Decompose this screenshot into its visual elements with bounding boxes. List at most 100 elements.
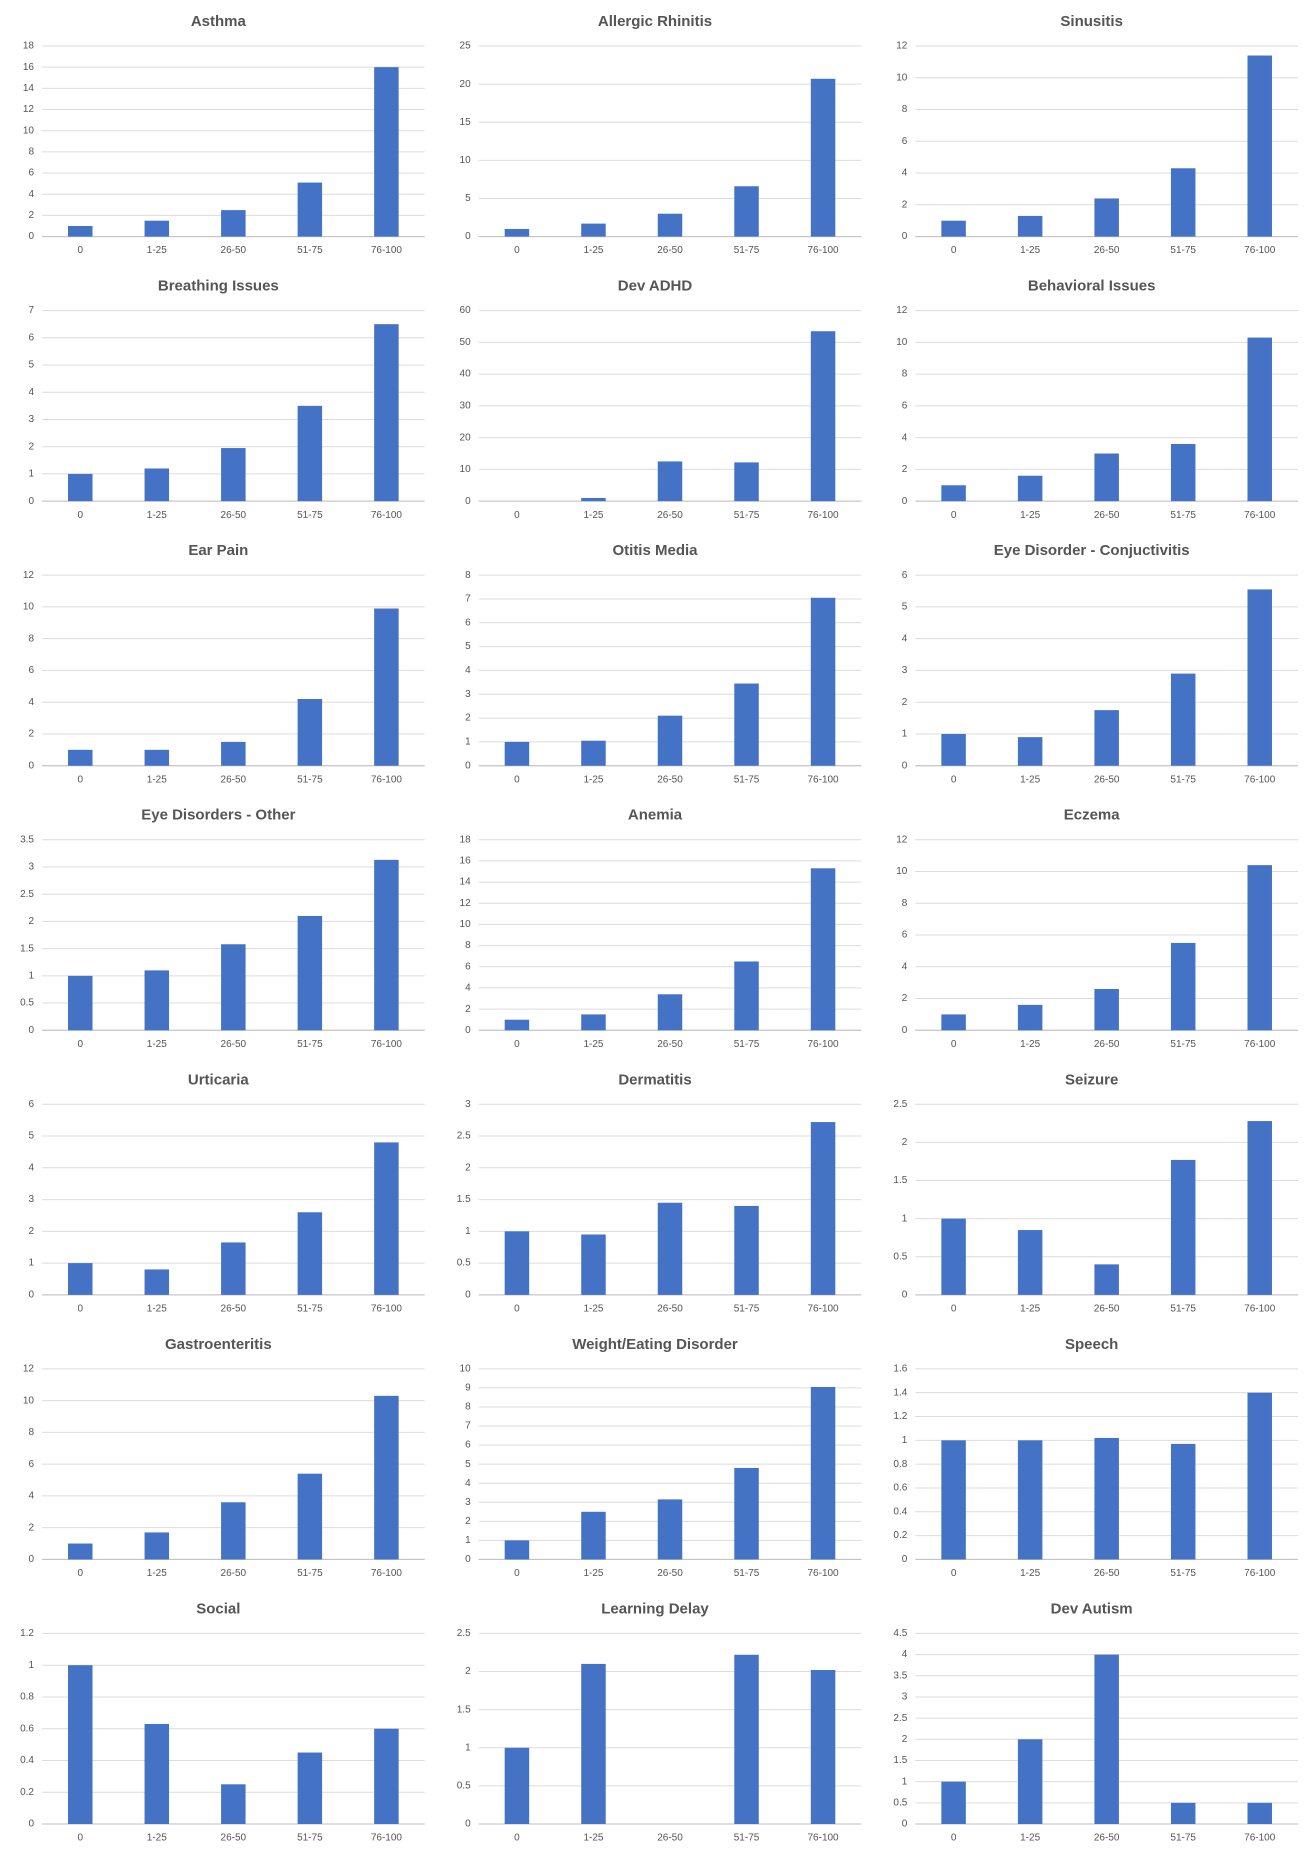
chart: Asthma 0 2 4 6 8 10 12 14 16 18 0 1-25 26-50 51-75 76-1… xyxy=(23,13,425,256)
x-tick-label: 76-100 xyxy=(807,1039,839,1050)
y-tick-label: 1.5 xyxy=(893,1755,907,1766)
x-tick-label: 0 xyxy=(77,245,83,256)
bar xyxy=(1094,710,1119,766)
bar xyxy=(1247,1802,1272,1824)
y-tick-label: 6 xyxy=(902,136,908,147)
y-tick-label: 0 xyxy=(28,231,34,242)
y-tick-label: 0 xyxy=(902,1819,908,1830)
y-tick-label: 1 xyxy=(28,469,34,480)
x-tick-label: 0 xyxy=(77,1039,83,1050)
bar xyxy=(810,1670,836,1824)
x-tick-label: 0 xyxy=(77,1303,83,1314)
y-tick-label: 0.2 xyxy=(20,1787,34,1798)
x-tick-label: 76-100 xyxy=(807,245,839,256)
bar xyxy=(1094,1654,1119,1824)
y-tick-label: 4 xyxy=(902,961,908,972)
bar xyxy=(374,1395,399,1560)
x-tick-label: 26-50 xyxy=(657,774,683,785)
bar xyxy=(1017,1440,1043,1560)
y-tick-label: 0 xyxy=(28,760,34,771)
y-tick-label: 0.8 xyxy=(893,1459,907,1470)
x-tick-label: 0 xyxy=(951,510,957,521)
x-tick-label: 26-50 xyxy=(221,1568,247,1579)
y-tick-label: 1 xyxy=(465,1535,471,1546)
bar xyxy=(297,699,323,766)
x-tick-label: 0 xyxy=(77,1833,83,1844)
chart-title: Asthma xyxy=(191,13,247,30)
y-tick-label: 0.4 xyxy=(20,1755,34,1766)
x-tick-label: 1-25 xyxy=(1020,1833,1040,1844)
y-tick-label: 3 xyxy=(465,1099,471,1110)
chart-title: Social xyxy=(196,1600,240,1617)
x-tick-label: 0 xyxy=(77,1568,83,1579)
chart: Allergic Rhinitis 0 5 10 15 20 25 0 1-25 26-50 51-… xyxy=(460,13,862,256)
x-tick-label: 26-50 xyxy=(657,1568,683,1579)
y-tick-label: 1.4 xyxy=(893,1387,907,1398)
y-tick-label: 0.6 xyxy=(893,1483,907,1494)
y-tick-label: 4 xyxy=(902,168,908,179)
x-tick-label: 76-100 xyxy=(807,1303,839,1314)
y-tick-label: 2 xyxy=(902,1137,908,1148)
bar xyxy=(1170,1159,1196,1295)
x-tick-label: 76-100 xyxy=(371,1833,403,1844)
bar xyxy=(297,1752,323,1824)
y-tick-label: 1 xyxy=(902,1213,908,1224)
y-tick-label: 2 xyxy=(28,210,34,221)
y-tick-label: 1.5 xyxy=(457,1194,471,1205)
bar xyxy=(1247,1121,1272,1295)
y-tick-label: 4 xyxy=(28,1162,34,1173)
x-tick-label: 51-75 xyxy=(297,1039,323,1050)
bar xyxy=(1170,443,1196,502)
chart: Eye Disorders - Other 0 0.5 1 1.5 2 2.5 3 3.5 0 1-… xyxy=(20,807,425,1050)
x-tick-label: 51-75 xyxy=(1170,510,1196,521)
y-tick-label: 2 xyxy=(465,1666,471,1677)
y-tick-label: 2 xyxy=(28,441,34,452)
bar xyxy=(374,859,399,1031)
x-tick-label: 51-75 xyxy=(297,245,323,256)
x-tick-label: 1-25 xyxy=(147,1833,167,1844)
bar xyxy=(1247,589,1272,766)
bar xyxy=(1094,1264,1119,1295)
y-tick-label: 0 xyxy=(28,1025,34,1036)
bar xyxy=(734,1467,759,1560)
bar xyxy=(581,740,606,766)
y-tick-label: 6 xyxy=(465,617,471,628)
y-tick-label: 8 xyxy=(902,369,908,380)
y-tick-label: 1.2 xyxy=(20,1628,34,1639)
x-tick-label: 51-75 xyxy=(297,1568,323,1579)
x-tick-label: 26-50 xyxy=(657,245,683,256)
y-tick-label: 2 xyxy=(28,729,34,740)
bar xyxy=(810,78,836,237)
y-tick-label: 1.2 xyxy=(893,1411,907,1422)
bar xyxy=(221,210,246,237)
y-tick-label: 4.5 xyxy=(893,1628,907,1639)
x-tick-label: 1-25 xyxy=(147,245,167,256)
y-tick-label: 6 xyxy=(28,168,34,179)
x-tick-label: 76-100 xyxy=(1244,1039,1276,1050)
chart-title: Learning Delay xyxy=(601,1600,709,1617)
y-tick-label: 5 xyxy=(465,193,471,204)
x-tick-label: 1-25 xyxy=(583,774,603,785)
y-tick-label: 1 xyxy=(28,970,34,981)
y-tick-label: 3 xyxy=(465,1497,471,1508)
y-tick-label: 9 xyxy=(465,1383,471,1394)
bar xyxy=(144,1723,170,1824)
bar xyxy=(68,975,93,1031)
y-tick-label: 3 xyxy=(902,1692,908,1703)
y-tick-label: 0.2 xyxy=(893,1530,907,1541)
y-tick-label: 8 xyxy=(902,898,908,909)
bar xyxy=(144,749,170,766)
x-tick-label: 76-100 xyxy=(371,510,403,521)
y-tick-label: 8 xyxy=(28,1427,34,1438)
chart-title: Anemia xyxy=(628,807,683,824)
x-tick-label: 0 xyxy=(951,1568,957,1579)
bar xyxy=(810,597,836,766)
y-tick-label: 0.4 xyxy=(893,1506,907,1517)
chart-title: Eye Disorders - Other xyxy=(141,807,295,824)
y-tick-label: 4 xyxy=(902,432,908,443)
x-tick-label: 1-25 xyxy=(147,510,167,521)
bar xyxy=(657,715,683,766)
y-tick-label: 0 xyxy=(465,1554,471,1565)
x-tick-label: 76-100 xyxy=(1244,1833,1276,1844)
